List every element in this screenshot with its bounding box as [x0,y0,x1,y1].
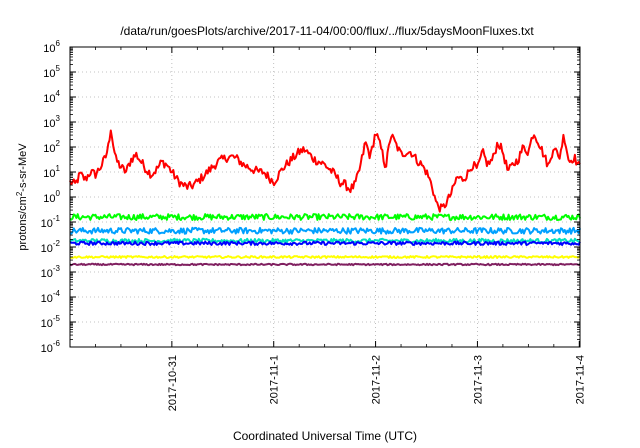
y-tick-label: 10-5 [41,314,61,330]
y-axis-label-rest: -s-sr-MeV [17,143,29,192]
series-line-4 [69,240,581,246]
x-tick-label: 2017-11-1 [269,355,281,404]
y-axis-label-main: protons/cm [17,196,29,250]
series-line-5 [69,255,581,259]
y-tick-label: 10-2 [41,239,61,255]
y-tick-label: 103 [43,114,60,130]
y-tick-label: 102 [43,139,60,155]
series-line-0 [69,129,581,213]
y-tick-label: 100 [43,189,60,205]
y-tick-label: 106 [43,39,60,55]
y-tick-label: 10-6 [41,339,61,355]
y-tick-label: 10-3 [41,264,61,280]
x-axis-label: Coordinated Universal Time (UTC) [233,429,417,443]
y-tick-label: 104 [43,89,60,105]
grid-lines [70,47,580,347]
chart-title: /data/run/goesPlots/archive/2017-11-04/0… [120,24,534,38]
y-tick-label: 10-1 [41,214,61,230]
y-tick-label: 10-4 [41,289,61,305]
y-tick-label: 101 [43,164,60,180]
y-tick-labels: 10-6 10-5 10-4 10-3 10-2 10-1 100 101 102 103 104 1… [41,39,61,355]
plot-frame [69,46,581,348]
x-tick-label: 2017-11-2 [371,355,383,404]
y-axis-label-sup: 2 [15,191,24,196]
x-tick-label: 2017-11-3 [472,355,484,404]
x-tick-label: 2017-11-4 [574,355,586,404]
y-axis-label: protons/cm2-s-sr-MeV [15,143,29,251]
x-tick-label: 2017-10-31 [167,355,179,411]
x-tick-labels: 2017-10-31 2017-11-1 2017-11-2 2017-11-3 201… [167,355,586,411]
y-tick-label: 105 [43,64,60,80]
series-group [69,129,581,267]
series-line-6 [69,262,581,267]
series-line-2 [69,226,581,235]
series-line-1 [69,213,581,221]
